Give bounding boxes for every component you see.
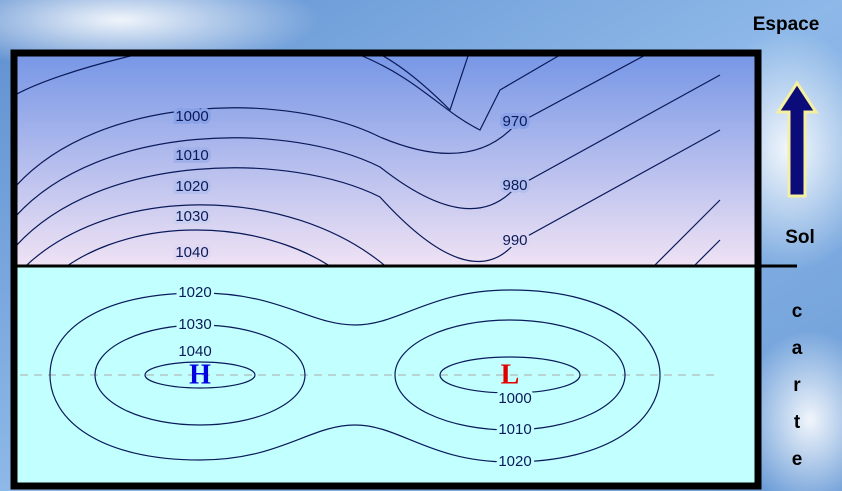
side-letter: t xyxy=(794,412,801,433)
contour-line xyxy=(16,74,721,217)
contour-label: 1040 xyxy=(175,244,208,261)
map-contours xyxy=(20,289,715,463)
contour-label: 1010 xyxy=(498,421,531,438)
contour-line xyxy=(16,129,721,263)
contour-label: 1010 xyxy=(175,147,208,164)
label-space: Espace xyxy=(753,14,820,35)
contour-label: 1000 xyxy=(498,390,531,407)
label-ground: Sol xyxy=(785,227,815,248)
contour-label: 1000 xyxy=(175,108,208,125)
contour-line xyxy=(439,356,581,394)
contour-line xyxy=(16,55,469,112)
map-panel xyxy=(14,266,758,486)
contour-line xyxy=(49,289,661,463)
side-letter: r xyxy=(793,375,801,396)
vertical-section-panel xyxy=(14,53,758,266)
contour-label: 1040 xyxy=(178,343,211,360)
side-letter: a xyxy=(792,338,803,359)
contour-label: 990 xyxy=(502,232,527,249)
contour-label: 1030 xyxy=(178,316,211,333)
contour-label: 980 xyxy=(502,177,527,194)
cloud xyxy=(740,330,842,491)
contour-line xyxy=(16,55,647,187)
contour-label: 1030 xyxy=(175,208,208,225)
vertical-contours xyxy=(16,55,721,266)
contour-line xyxy=(394,319,626,431)
contour-line xyxy=(94,324,306,426)
contour-label: 1020 xyxy=(178,284,211,301)
up-arrow xyxy=(775,80,819,198)
contour-label: 1020 xyxy=(498,453,531,470)
side-letter: e xyxy=(792,449,803,470)
high-pressure: H xyxy=(189,359,211,390)
contour-line xyxy=(359,55,561,131)
low-pressure: L xyxy=(501,359,520,390)
contour-label: 1020 xyxy=(175,178,208,195)
contour-line xyxy=(144,361,256,389)
contour-label: 970 xyxy=(502,113,527,130)
contour-line xyxy=(25,199,721,266)
side-letter: c xyxy=(792,301,803,322)
frame xyxy=(10,49,762,490)
